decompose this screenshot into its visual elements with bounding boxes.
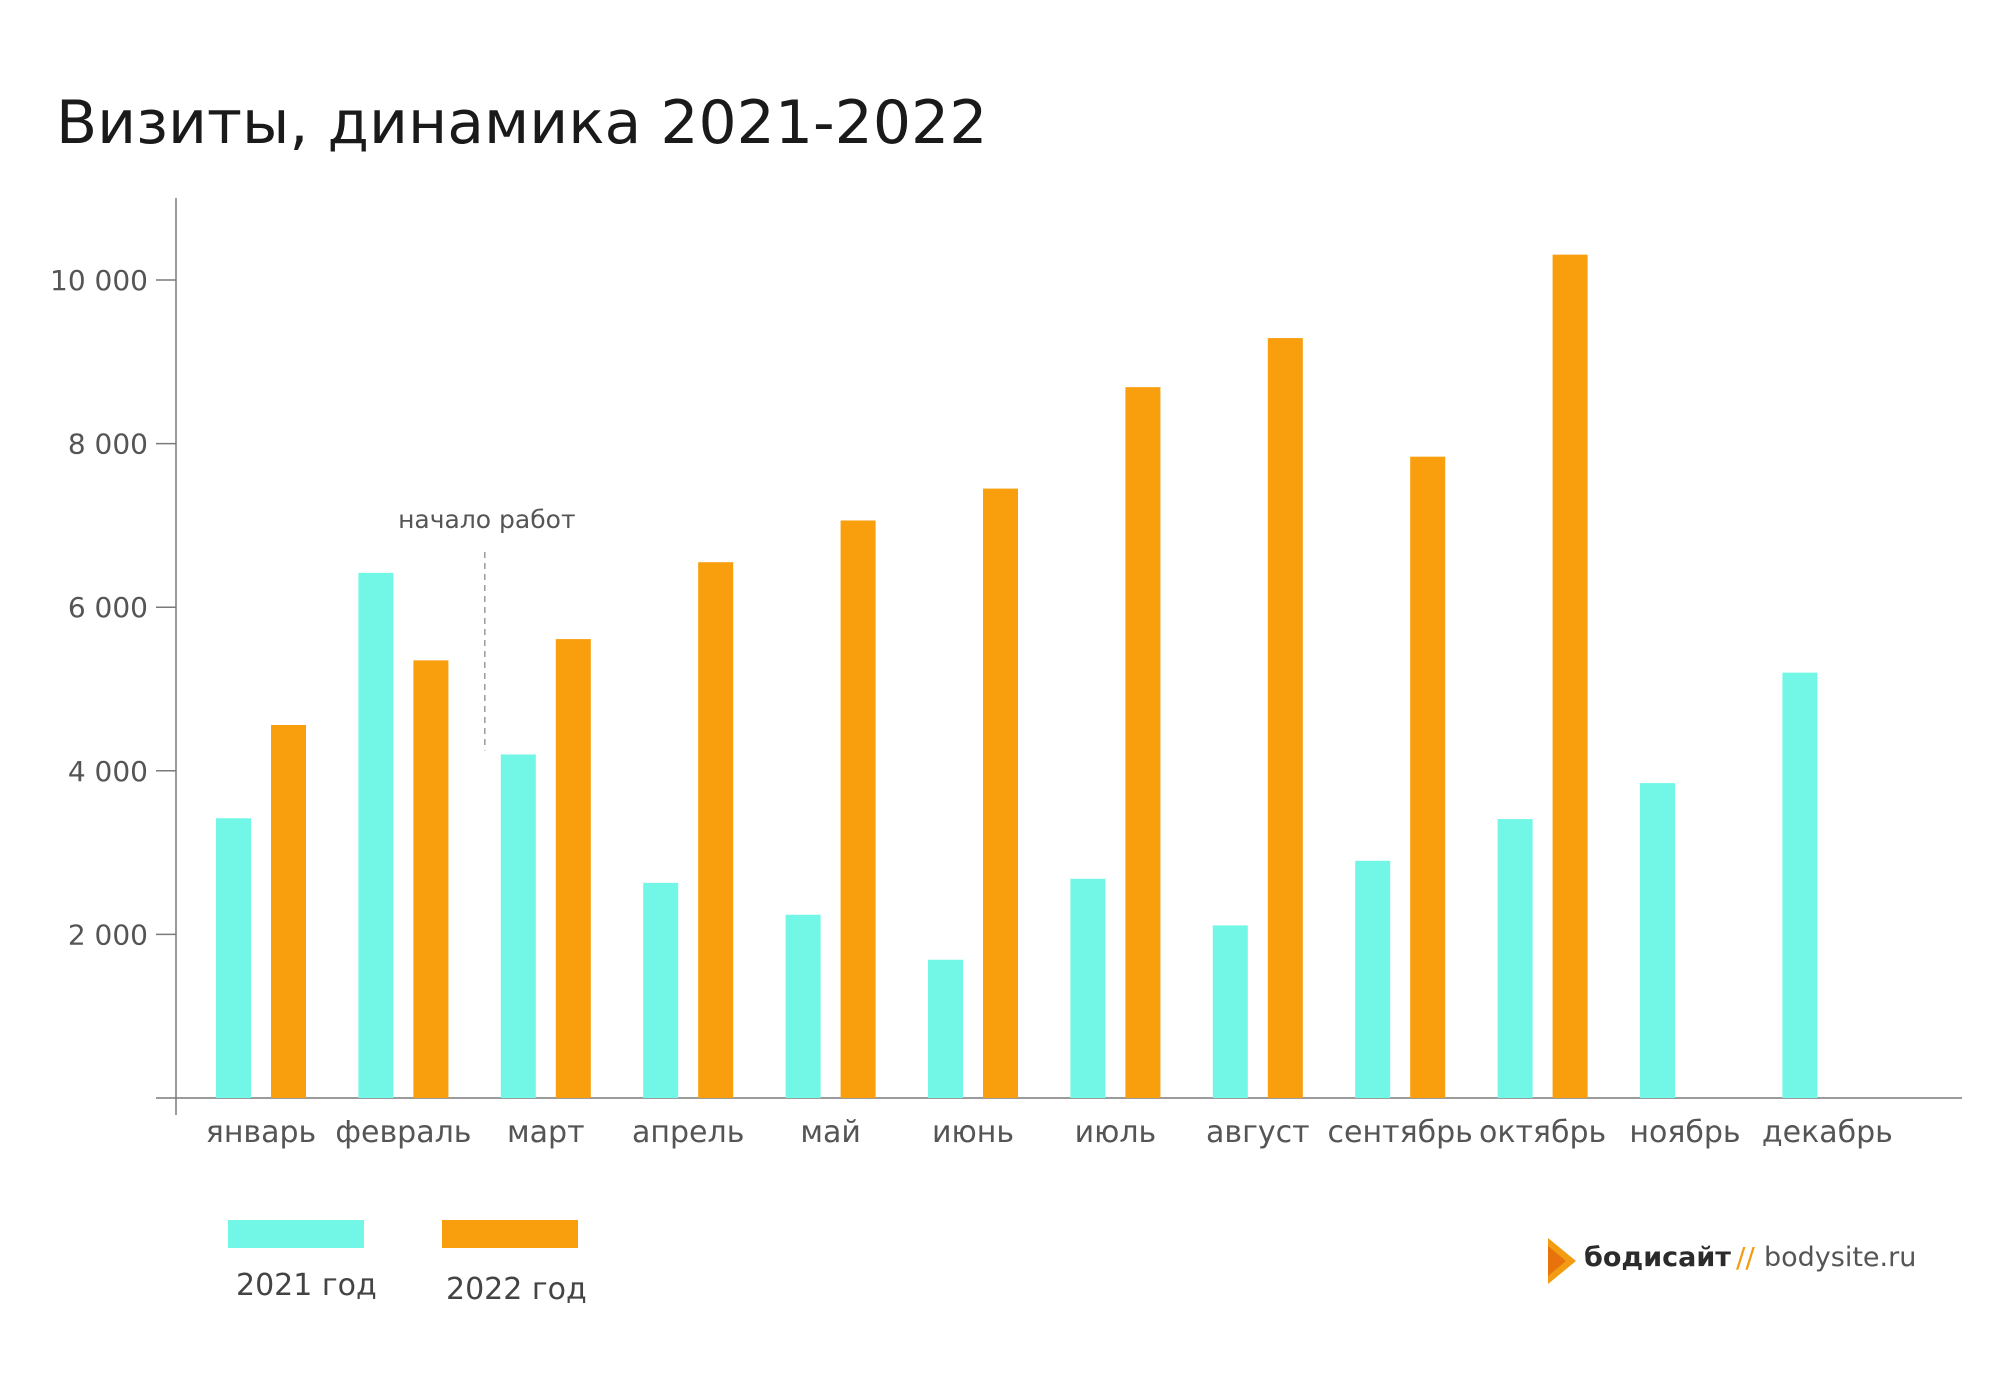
- x-category-label: апрель: [632, 1115, 744, 1150]
- x-category-label: июль: [1075, 1115, 1157, 1150]
- x-category-label: август: [1206, 1115, 1310, 1150]
- legend-label-2021: 2021 год: [236, 1268, 377, 1303]
- y-tick-label: 2 000: [68, 918, 148, 951]
- y-tick-label: 8 000: [68, 428, 148, 461]
- x-category-label: июнь: [932, 1115, 1014, 1150]
- bar-2021-11: [1640, 783, 1675, 1098]
- bar-2021-4: [643, 882, 679, 1098]
- play-triangle-logo-icon: [1548, 1238, 1576, 1284]
- bar-2022-5: [840, 520, 876, 1098]
- bar-2022-6: [983, 488, 1018, 1099]
- legend-label-2022: 2022 год: [446, 1272, 587, 1307]
- y-tick-label: 4 000: [68, 755, 148, 788]
- bar-2021-1: [216, 818, 251, 1098]
- x-category-label: декабрь: [1762, 1115, 1893, 1150]
- bar-2021-7: [1070, 878, 1106, 1098]
- bar-2022-1: [271, 724, 306, 1098]
- bar-2022-4: [698, 562, 734, 1098]
- bar-2022-8: [1267, 338, 1303, 1098]
- legend-swatch-2022: [442, 1220, 578, 1248]
- brand-separator: //: [1736, 1241, 1755, 1274]
- annotation-label: начало работ: [398, 505, 575, 534]
- bar-2021-3: [500, 754, 536, 1098]
- bar-2022-3: [555, 639, 591, 1098]
- x-category-label: февраль: [335, 1115, 471, 1150]
- bar-2021-8: [1212, 925, 1248, 1098]
- brand-url: bodysite.ru: [1764, 1242, 1917, 1273]
- x-category-label: январь: [206, 1115, 316, 1150]
- bar-2021-2: [358, 572, 394, 1098]
- bar-2022-7: [1125, 387, 1161, 1099]
- bar-2021-9: [1355, 860, 1391, 1098]
- bar-2021-6: [928, 959, 963, 1098]
- bar-2022-2: [413, 660, 449, 1098]
- x-category-label: октябрь: [1479, 1115, 1606, 1150]
- bar-2021-12: [1782, 672, 1818, 1098]
- brand-name: бодисайт: [1584, 1242, 1731, 1273]
- x-category-label: ноябрь: [1629, 1115, 1740, 1150]
- x-category-label: май: [800, 1115, 861, 1150]
- y-tick-label: 6 000: [68, 591, 148, 624]
- x-category-label: март: [507, 1115, 585, 1150]
- bar-2021-10: [1497, 819, 1533, 1098]
- x-category-label: сентябрь: [1328, 1115, 1473, 1150]
- bar-2022-10: [1552, 254, 1588, 1099]
- y-tick-label: 10 000: [50, 264, 148, 297]
- bar-2021-5: [785, 914, 821, 1098]
- legend-swatch-2021: [228, 1220, 364, 1248]
- bar-2022-9: [1410, 456, 1446, 1098]
- chart-title: Визиты, динамика 2021-2022: [56, 88, 988, 158]
